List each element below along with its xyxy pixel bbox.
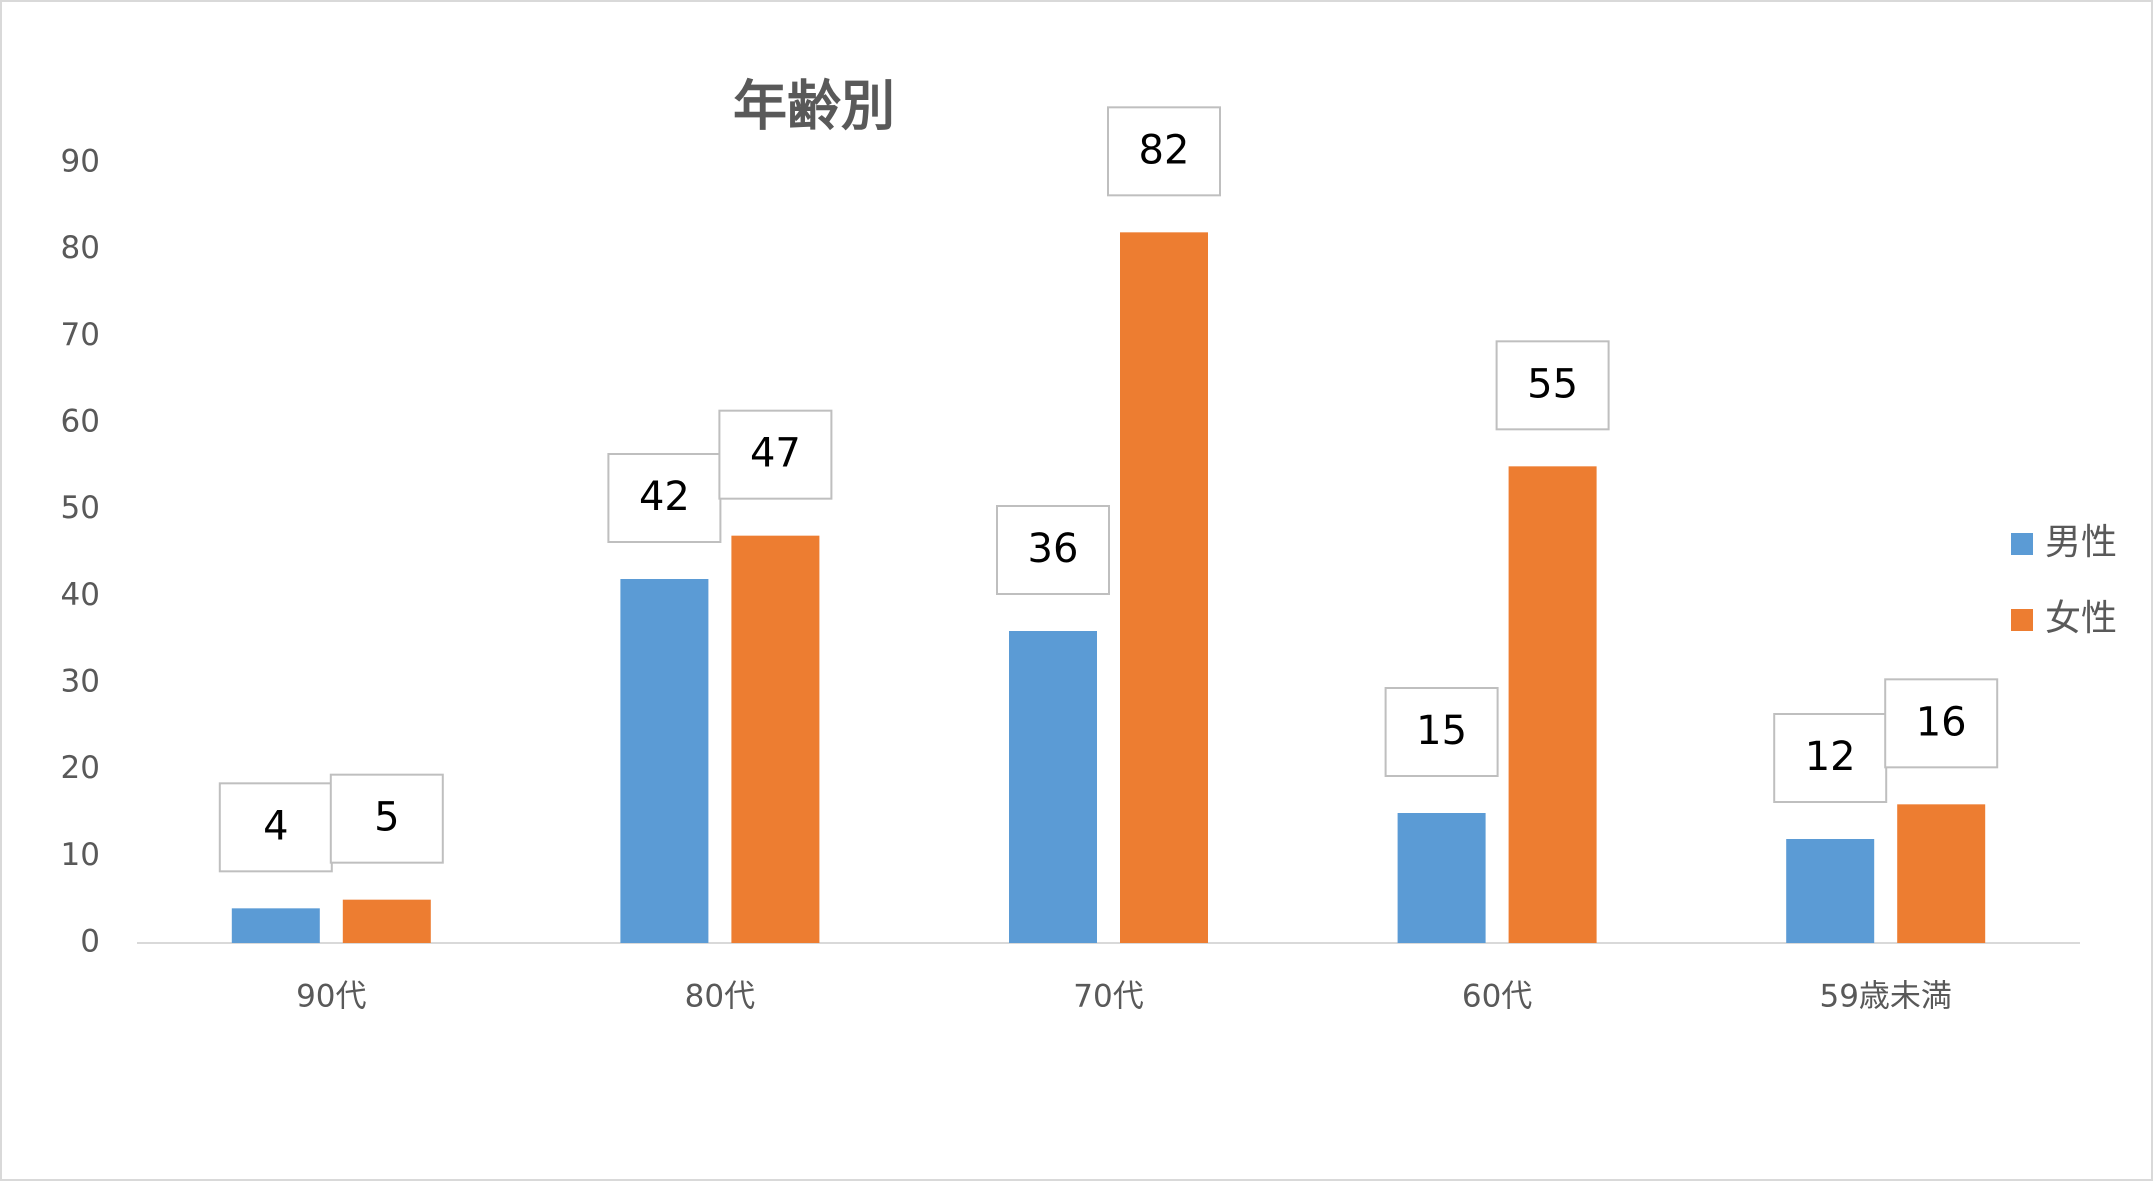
legend-label: 女性: [2045, 598, 2117, 639]
data-label-box: [1384, 687, 1499, 777]
bar: [1786, 839, 1875, 943]
data-label-box: [1107, 106, 1221, 197]
y-tick-label: 70: [61, 317, 100, 353]
data-label-box: [718, 409, 833, 500]
bar: [1009, 631, 1097, 943]
x-tick-label: 59歳未満: [1819, 979, 1951, 1015]
bar: [231, 908, 320, 943]
y-tick-label: 80: [61, 230, 100, 266]
data-label: 36: [1028, 526, 1079, 572]
data-label-box: [1773, 713, 1888, 803]
y-tick-label: 30: [61, 664, 100, 700]
y-tick-label: 40: [61, 577, 100, 613]
y-tick-label: 60: [61, 404, 100, 440]
bar: [731, 535, 820, 943]
data-label: 82: [1139, 127, 1190, 173]
data-label-box: [1495, 340, 1610, 431]
data-label-box: [996, 505, 1110, 595]
bar: [342, 899, 431, 943]
y-tick-label: 10: [61, 837, 100, 873]
data-label: 5: [374, 795, 399, 841]
data-label: 47: [750, 431, 801, 477]
legend-swatch: [2011, 609, 2033, 631]
data-label: 55: [1527, 361, 1578, 407]
data-label: 15: [1416, 708, 1467, 754]
y-tick-label: 90: [61, 144, 100, 180]
x-tick-label: 60代: [1462, 979, 1532, 1015]
data-label-box: [329, 773, 444, 864]
data-label: 42: [639, 474, 690, 520]
x-tick-label: 80代: [685, 979, 755, 1015]
data-label: 4: [263, 803, 288, 849]
x-tick-label: 90代: [296, 979, 366, 1015]
y-tick-label: 0: [80, 924, 100, 960]
legend-swatch: [2011, 533, 2033, 555]
x-tick-label: 70代: [1073, 979, 1143, 1015]
data-label-box: [218, 782, 333, 873]
legend-label: 男性: [2045, 522, 2117, 563]
bar: [1897, 804, 1986, 943]
data-label: 16: [1916, 699, 1967, 745]
bar: [620, 579, 709, 943]
y-tick-label: 50: [61, 490, 100, 526]
bar: [1508, 466, 1597, 943]
data-label-box: [1884, 678, 1999, 769]
y-tick-label: 20: [61, 750, 100, 786]
bar: [1120, 232, 1208, 944]
data-label: 12: [1805, 734, 1856, 780]
chart-title: 年齢別: [733, 75, 895, 138]
bar: [1397, 813, 1486, 943]
